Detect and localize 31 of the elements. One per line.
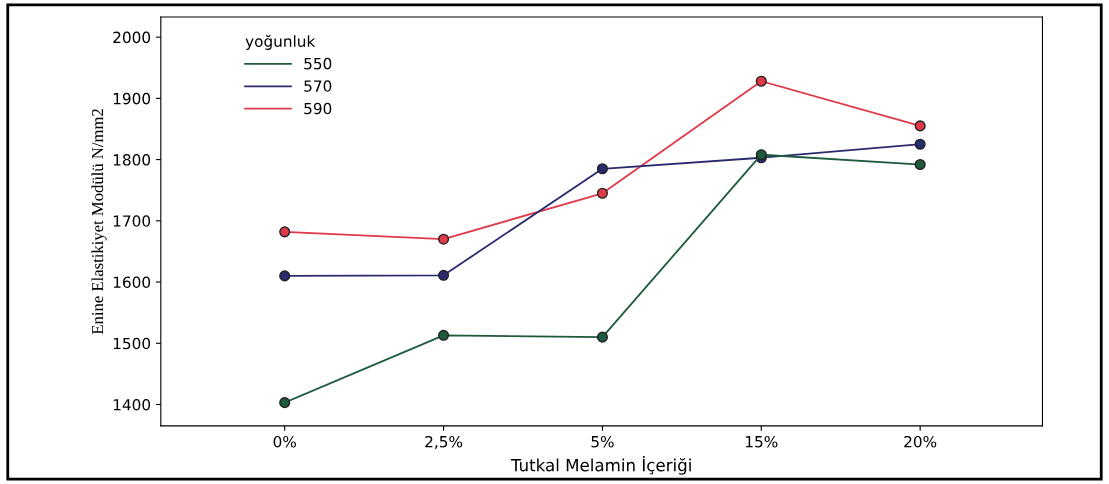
x-tick-label: 0% (273, 435, 296, 448)
x-tick-label: 15% (745, 435, 778, 448)
legend-label: 590 (304, 102, 332, 115)
point (438, 269, 450, 281)
point (279, 270, 291, 282)
x-tick-label: 5% (591, 435, 614, 448)
x-tick-label: 20% (904, 435, 937, 448)
point (755, 75, 767, 87)
legend-title: yoğunluk (245, 34, 316, 50)
point (438, 233, 450, 245)
point (914, 138, 926, 150)
y-tick-label: 1900 (113, 92, 151, 105)
y-tick-label: 2000 (113, 31, 151, 44)
legend-label: 570 (304, 80, 332, 92)
point (279, 397, 291, 409)
point (438, 329, 450, 341)
x-axis-title: Tutkal Melamin İçeriği (510, 455, 691, 475)
point (596, 331, 608, 343)
legend-label: 550 (304, 57, 332, 70)
point (914, 120, 926, 132)
point (279, 226, 291, 238)
point (914, 158, 926, 171)
y-tick-label: 1600 (113, 276, 151, 289)
y-tick-label: 1400 (113, 398, 151, 411)
y-tick-label: 1700 (113, 215, 151, 227)
y-tick-label: 1800 (113, 154, 151, 166)
y-tick-label: 1500 (113, 337, 151, 350)
x-tick-label: 2,5% (425, 435, 463, 450)
y-axis-title: Enine Elastikiyet Modülü N/mm2 (91, 109, 107, 335)
point (596, 187, 608, 199)
point (596, 163, 608, 175)
